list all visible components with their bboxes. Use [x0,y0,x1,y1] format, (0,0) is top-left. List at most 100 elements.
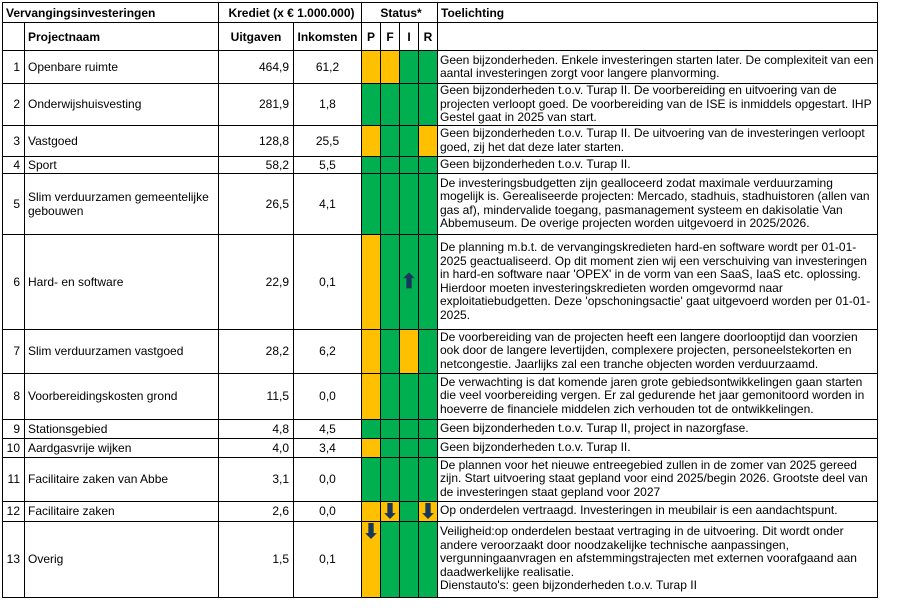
status-f-cell [380,124,400,157]
row-number: 6 [2,233,25,330]
row-number: 2 [2,83,25,126]
status-i-cell [399,172,419,235]
status-r-cell: ⬇ [418,500,438,522]
toelichting-line: Geen bijzonderheden t.o.v. Turap II. De … [440,83,872,124]
toelichting-text: De plannen voor het nieuwe entreegebied … [437,456,878,502]
table-row: 10 Aardgasvrije wijken 4,0 3,4 Geen bijzonde… [2,437,878,458]
status-i-cell [399,50,419,84]
toelichting-line: Geen bijzonderheden t.o.v. Turap II. [440,156,631,171]
status-r-cell [418,172,438,235]
status-i-cell [399,456,419,502]
row-number: 12 [2,500,25,522]
status-p-cell [361,418,381,439]
uitgaven-value: 28,2 [218,328,294,374]
header-row: Vervangingsinvesteringen Krediet (x € 1.… [2,2,878,23]
status-p-cell [361,155,381,174]
toelichting-line: De verwachting is dat komende jaren grot… [440,374,865,416]
toelichting-text: De verwachting is dat komende jaren grot… [437,372,878,420]
krediet-header: Krediet (x € 1.000.000) [218,2,362,23]
status-p-header: P [361,22,381,51]
status-header: Status* [361,2,438,23]
toelichting-text: Veiligheid:op onderdelen bestaat vertrag… [437,520,878,598]
table-row: 5 Slim verduurzamen gemeentelijke gebouwe… [2,172,878,235]
project-name: Sport [24,155,219,174]
status-r-cell [418,124,438,157]
status-p-cell [361,500,381,522]
toelichting-line: De plannen voor het nieuwe entreegebied … [440,457,868,499]
row-number: 13 [2,520,25,598]
status-r-cell [418,50,438,84]
status-r-cell [418,520,438,598]
inkomsten-value: 0,0 [293,456,362,502]
status-r-cell [418,418,438,439]
uitgaven-value: 4,0 [218,437,294,458]
project-name: Stationsgebied [24,418,219,439]
status-f-cell [380,233,400,330]
status-r-cell [418,233,438,330]
status-i-cell [399,328,419,374]
toelichting-header: Toelichting [437,2,878,23]
table-row: 12 Facilitaire zaken 2,6 0,0 ⬇ ⬇ Op onderdelen… [2,500,878,522]
status-i-cell [399,124,419,157]
toelichting-text: Geen bijzonderheden t.o.v. Turap II. [437,437,878,458]
uitgaven-value: 4,8 [218,418,294,439]
project-name: Vastgoed [24,124,219,157]
status-r-header: R [418,22,438,51]
nr-header [2,22,25,51]
row-number: 4 [2,155,25,174]
uitgaven-value: 281,9 [218,83,294,126]
project-name: Overig [24,520,219,598]
toelichting-text: Geen bijzonderheden t.o.v. Turap II. De … [437,83,878,126]
status-f-cell [380,83,400,126]
toelichting-text: Geen bijzonderheden t.o.v. Turap II, pro… [437,418,878,439]
toelichting-line: Geen bijzonderheden t.o.v. Turap II, pro… [440,420,749,435]
status-i-cell [399,520,419,598]
status-i-cell [399,418,419,439]
status-f-header: F [380,22,400,51]
status-p-cell [361,124,381,157]
status-i-cell [399,372,419,420]
status-p-cell [361,437,381,458]
toelichting-line: Veiligheid:op onderdelen bestaat vertrag… [440,524,857,579]
status-f-cell [380,520,400,598]
table-row: 7 Slim verduurzamen vastgoed 28,2 6,2 De voo… [2,328,878,374]
status-f-cell [380,155,400,174]
table-row: 1 Openbare ruimte 464,9 61,2 Geen bijzonderh… [2,50,878,84]
status-i-cell [399,437,419,458]
toelichting-line: Geen bijzonderheden t.o.v. Turap II. [440,439,631,454]
status-i-header: I [399,22,419,51]
status-f-cell: ⬇ [380,500,400,522]
status-p-cell [361,83,381,126]
projectnaam-header: Projectnaam [24,22,219,51]
uitgaven-value: 11,5 [218,372,294,420]
inkomsten-value: 0,1 [293,520,362,598]
project-name: Slim verduurzamen gemeentelijke gebouwen [24,172,219,235]
table-body: 1 Openbare ruimte 464,9 61,2 Geen bijzonderh… [2,50,878,598]
status-p-cell [361,372,381,420]
uitgaven-value: 1,5 [218,520,294,598]
status-r-cell [418,456,438,502]
status-i-cell [399,155,419,174]
row-number: 7 [2,328,25,374]
subheader-row: Projectnaam Uitgaven Inkomsten P F I R [2,22,878,51]
status-f-cell [380,437,400,458]
uitgaven-value: 58,2 [218,155,294,174]
row-number: 10 [2,437,25,458]
inkomsten-value: 0,1 [293,233,362,330]
toelichting-line: Geen bijzonderheden t.o.v. Turap II. De … [440,126,865,154]
table-row: 9 Stationsgebied 4,8 4,5 Geen bijzonderheden… [2,418,878,439]
inkomsten-header: Inkomsten [293,22,362,51]
status-p-cell: ⬇ [361,520,381,598]
arrow-down-icon: ⬇ [362,521,380,543]
inkomsten-value: 3,4 [293,437,362,458]
status-f-cell [380,50,400,84]
status-f-cell [380,328,400,374]
status-p-cell [361,456,381,502]
status-r-cell [418,437,438,458]
toelichting-text: Geen bijzonderheden t.o.v. Turap II. [437,155,878,174]
status-f-cell [380,172,400,235]
toelichting-text: De planning m.b.t. de vervangingskrediet… [437,233,878,330]
status-f-cell [380,456,400,502]
toelichting-subheader [437,22,878,51]
row-number: 3 [2,124,25,157]
